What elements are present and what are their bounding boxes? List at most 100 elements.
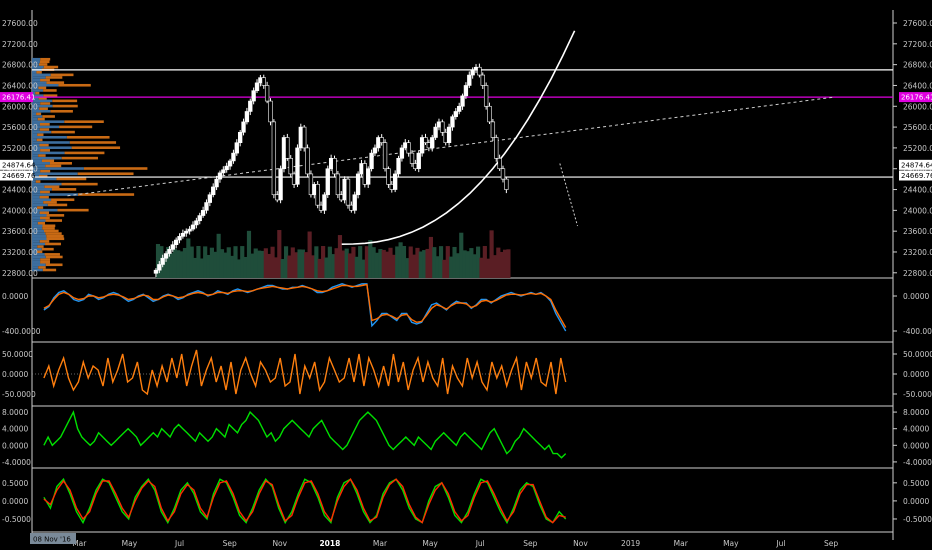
candle-body[interactable] (332, 158, 337, 175)
candle-body[interactable] (217, 172, 223, 180)
candle-body[interactable] (254, 82, 260, 91)
candle-body[interactable] (214, 178, 219, 188)
volume-bar (263, 248, 268, 278)
candle-body[interactable] (248, 100, 253, 112)
candle-body[interactable] (386, 168, 391, 185)
candle-body[interactable] (187, 228, 192, 232)
candle-body[interactable] (221, 169, 226, 174)
candle-body[interactable] (500, 168, 506, 180)
candle-body[interactable] (369, 152, 374, 170)
candle-body[interactable] (167, 249, 172, 254)
profile-bar-buy (32, 60, 40, 64)
profile-bar-buy (32, 78, 41, 82)
candle-body[interactable] (494, 137, 499, 159)
candle-body[interactable] (227, 160, 233, 167)
candle-body[interactable] (211, 186, 216, 196)
candle-body[interactable] (366, 168, 371, 185)
candle-body[interactable] (244, 111, 250, 123)
candle-body[interactable] (163, 253, 169, 259)
candle-body[interactable] (382, 142, 388, 170)
candle-body[interactable] (170, 244, 175, 250)
candle-body[interactable] (335, 173, 341, 196)
candle-body[interactable] (302, 126, 307, 149)
candle-body[interactable] (457, 105, 462, 112)
y-tick-right: -50.0000 (903, 390, 932, 399)
candle-body[interactable] (372, 147, 378, 154)
candle-body[interactable] (305, 147, 310, 175)
candle-body[interactable] (251, 90, 256, 102)
candle-body[interactable] (419, 137, 425, 154)
candle-body[interactable] (194, 220, 199, 226)
candle-body[interactable] (234, 142, 239, 154)
candle-body[interactable] (396, 158, 401, 175)
candle-body[interactable] (440, 121, 445, 133)
candle-body[interactable] (204, 202, 209, 211)
candle-body[interactable] (268, 100, 273, 123)
candle-body[interactable] (157, 264, 162, 271)
profile-bar-buy (32, 63, 39, 66)
candles[interactable] (153, 63, 509, 277)
candle-body[interactable] (295, 147, 300, 185)
candle-body[interactable] (278, 168, 283, 201)
profile-bar-sell (77, 193, 135, 196)
candle-body[interactable] (480, 74, 485, 86)
candle-body[interactable] (406, 142, 411, 154)
candle-body[interactable] (416, 152, 421, 170)
candle-body[interactable] (470, 69, 475, 76)
candle-body[interactable] (190, 224, 196, 230)
x-axis: Mar May Jul Sep Nov 2018 Mar May Jul Sep Nov 2019 Ma… (72, 539, 838, 548)
candle-body[interactable] (430, 137, 435, 149)
candle-body[interactable] (285, 137, 290, 159)
candle-body[interactable] (207, 194, 212, 203)
candle-body[interactable] (497, 158, 502, 170)
candle-body[interactable] (477, 66, 482, 76)
profile-bar-sell (40, 190, 50, 194)
candle-body[interactable] (504, 178, 509, 190)
profile-bar-buy (32, 128, 40, 131)
candle-body[interactable] (224, 165, 229, 171)
candle-body[interactable] (487, 105, 492, 123)
candle-body[interactable] (231, 152, 236, 162)
candle-body[interactable] (177, 236, 182, 241)
candle-body[interactable] (241, 121, 246, 133)
candle-body[interactable] (393, 173, 398, 190)
profile-bar-buy (32, 193, 78, 196)
candle-body[interactable] (264, 85, 270, 102)
profile-bar-sell (35, 180, 41, 183)
candle-body[interactable] (184, 230, 189, 234)
volume-bar (182, 247, 188, 278)
candle-body[interactable] (463, 85, 469, 97)
candle-body[interactable] (288, 158, 293, 175)
candle-body[interactable] (271, 121, 277, 196)
candle-body[interactable] (453, 111, 458, 117)
candle-body[interactable] (153, 269, 159, 274)
candle-body[interactable] (160, 257, 165, 265)
candle-body[interactable] (399, 147, 405, 159)
candle-body[interactable] (467, 74, 472, 86)
x-tick-label: Jul (174, 539, 184, 548)
candle-body[interactable] (315, 184, 320, 206)
candle-body[interactable] (173, 239, 179, 245)
candle-body[interactable] (261, 77, 266, 86)
y-tick-left: 0.0000 (2, 441, 28, 450)
candle-body[interactable] (197, 215, 202, 222)
candle-body[interactable] (238, 131, 243, 143)
candle-body[interactable] (460, 95, 465, 107)
candle-body[interactable] (433, 126, 438, 138)
candle-body[interactable] (345, 178, 351, 206)
candle-body[interactable] (490, 121, 496, 138)
candle-body[interactable] (483, 85, 489, 107)
candle-body[interactable] (200, 210, 206, 216)
candle-body[interactable] (322, 194, 327, 211)
candle-body[interactable] (352, 194, 357, 211)
date-tag-box (30, 533, 76, 544)
candle-body[interactable] (379, 137, 384, 143)
candle-body[interactable] (423, 137, 428, 143)
candle-body[interactable] (355, 173, 361, 196)
candle-body[interactable] (325, 168, 330, 196)
candle-body[interactable] (446, 126, 452, 143)
candle-body[interactable] (180, 232, 186, 237)
candle-body[interactable] (450, 116, 455, 128)
candle-body[interactable] (409, 152, 415, 164)
